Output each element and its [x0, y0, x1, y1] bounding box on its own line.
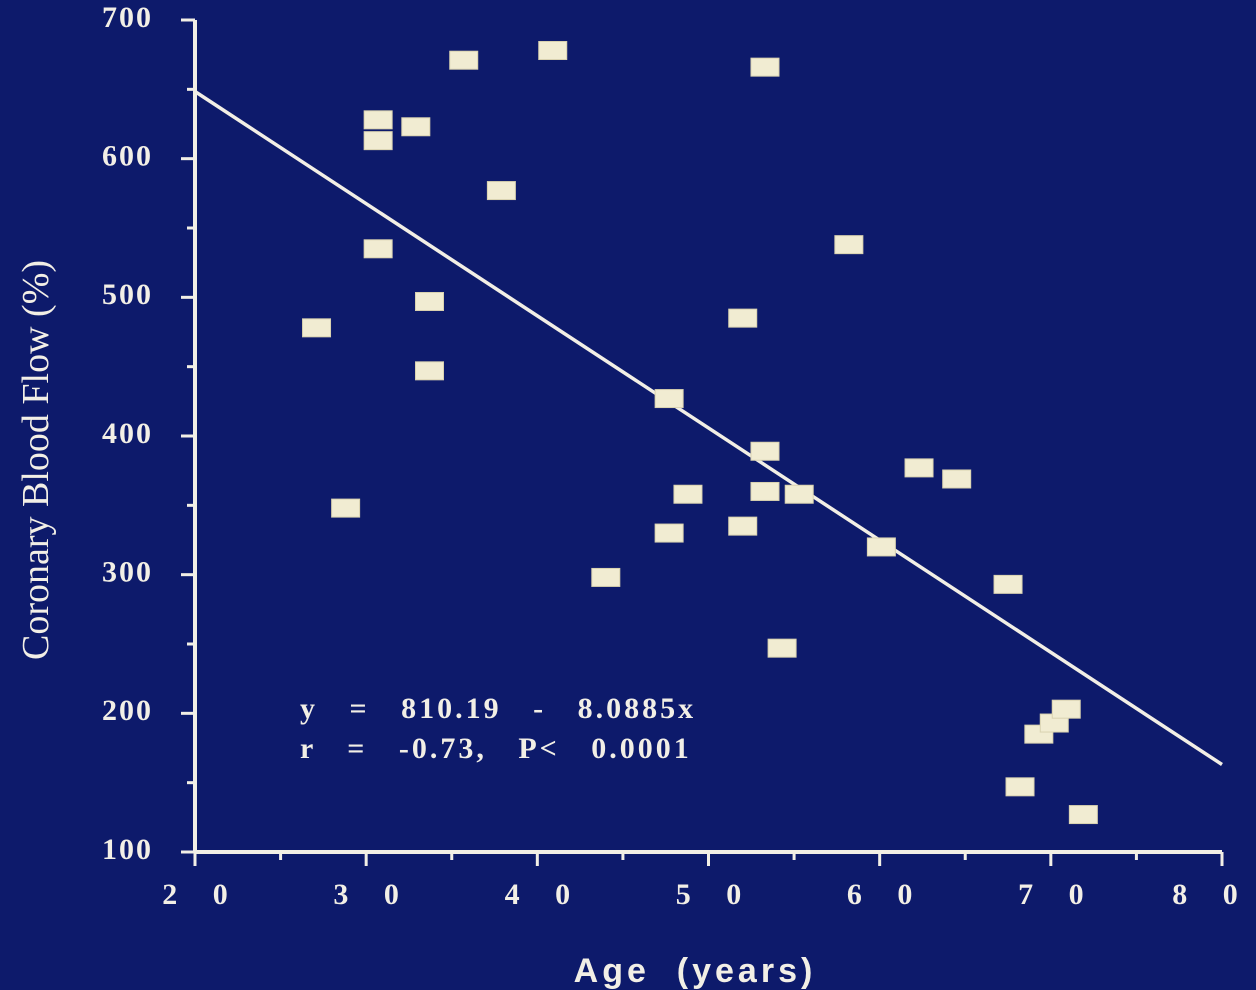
data-point — [538, 41, 568, 61]
regression-line — [194, 90, 1223, 766]
data-point — [449, 50, 479, 70]
y-tick-label: 100 — [102, 833, 153, 866]
data-point — [414, 291, 444, 311]
data-point — [750, 57, 780, 77]
y-tick-label: 600 — [102, 140, 153, 173]
x-tick-label: 6 0 — [847, 878, 927, 911]
y-tick-label: 700 — [102, 1, 153, 34]
data-point — [591, 567, 621, 587]
x-tick-label: 4 0 — [505, 878, 585, 911]
regression-equation: y = 810.19 - 8.0885x — [300, 692, 696, 725]
data-point — [750, 481, 780, 501]
data-point — [363, 110, 393, 130]
y-tick-label: 500 — [102, 278, 153, 311]
y-tick-label: 300 — [102, 556, 153, 589]
x-tick-label: 7 0 — [1018, 878, 1098, 911]
x-tick-label: 2 0 — [162, 878, 242, 911]
x-tick-label: 3 0 — [333, 878, 413, 911]
x-tick-label: 8 0 — [1172, 878, 1252, 911]
data-point — [728, 308, 758, 328]
data-point — [363, 131, 393, 151]
data-point — [654, 523, 684, 543]
data-point — [414, 361, 444, 381]
data-points — [302, 41, 1098, 825]
data-point — [673, 484, 703, 504]
data-point — [866, 537, 896, 557]
data-point — [728, 516, 758, 536]
data-point — [654, 389, 684, 409]
y-tick-label: 200 — [102, 694, 153, 727]
data-point — [993, 574, 1023, 594]
data-point — [486, 181, 516, 201]
data-point — [784, 484, 814, 504]
data-point — [1005, 777, 1035, 797]
data-point — [1051, 699, 1081, 719]
x-ticks: 2 0 3 0 4 0 5 0 6 0 7 0 8 0 — [162, 852, 1252, 911]
data-point — [834, 235, 864, 255]
data-point — [1068, 805, 1098, 825]
y-tick-label: 400 — [102, 417, 153, 450]
correlation-stats: r = -0.73, P< 0.0001 — [300, 732, 692, 765]
data-point — [363, 239, 393, 259]
data-point — [904, 458, 934, 478]
y-axis-title: Coronary Blood Flow (%) — [15, 260, 57, 660]
data-point — [331, 498, 361, 518]
data-point — [302, 318, 332, 338]
data-point — [942, 469, 972, 489]
x-axis-title: Age (years) — [574, 952, 817, 990]
data-point — [401, 117, 431, 137]
data-point — [750, 441, 780, 461]
x-tick-label: 5 0 — [676, 878, 756, 911]
data-point — [767, 638, 797, 658]
y-ticks: 100 200 300 400 500 600 700 — [102, 1, 195, 866]
